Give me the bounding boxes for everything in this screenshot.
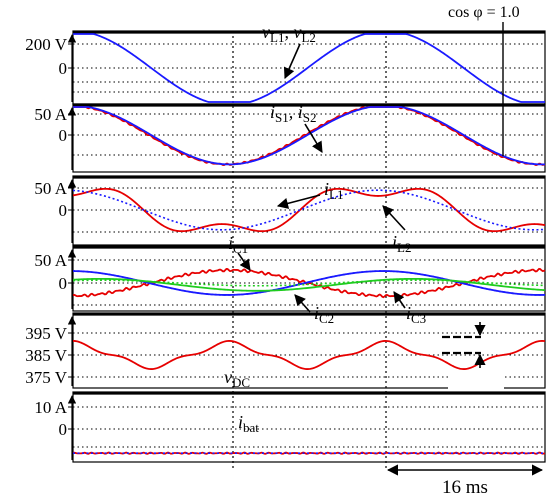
arrow-iC2 — [294, 294, 311, 313]
panel-frame-source_current — [72, 103, 546, 173]
y-tick-label-battery_current-1: 0 — [59, 420, 68, 439]
trace-source_current-1 — [73, 106, 546, 166]
label-vDC: vDC — [224, 367, 250, 390]
label-ibat: ibat — [238, 412, 259, 435]
panel-frame-capacitor_current — [72, 245, 546, 312]
y-tick-label-dc_link_voltage-2: 375 V — [25, 368, 67, 387]
label-iL2: iL2 — [392, 232, 411, 255]
y-tick-label-voltage-0: 200 V — [25, 35, 67, 54]
y-tick-label-dc_link_voltage-1: 385 V — [25, 346, 67, 365]
arrow-iC3 — [393, 291, 406, 309]
trace-source_current-0 — [73, 106, 546, 166]
label-iS1-iS2: iS1, iS2 — [270, 102, 317, 125]
panel-frame-battery_current — [72, 391, 546, 463]
y-tick-label-voltage-1: 0 — [59, 59, 68, 78]
trace-inductor_current-1 — [72, 189, 546, 231]
label-iL1: iL1 — [324, 179, 343, 202]
y-tick-label-capacitor_current-1: 0 — [59, 274, 68, 293]
label-cos-phi: cos φ = 1.0 — [448, 4, 520, 21]
time-scale-label: 16 ms — [442, 477, 488, 498]
trace-capacitor_current-3 — [72, 277, 546, 292]
ripple-label-bg — [448, 372, 504, 390]
y-tick-label-capacitor_current-0: 50 A — [34, 251, 67, 270]
panel-frame-dc_link_voltage — [72, 312, 546, 389]
label-iC1: iC1 — [228, 233, 248, 256]
trace-capacitor_current-2 — [72, 270, 546, 296]
arrow-iL2 — [382, 205, 406, 231]
trace-voltage-0 — [73, 33, 545, 103]
arrow-iC1 — [237, 252, 251, 271]
y-tick-label-inductor_current-0: 50 A — [34, 179, 67, 198]
y-tick-label-inductor_current-1: 0 — [59, 201, 68, 220]
trace-dc_link_voltage-0 — [72, 340, 546, 370]
arrow-vL — [283, 43, 301, 80]
label-iC3: iC3 — [406, 303, 426, 326]
trace-inductor_current-0 — [72, 187, 546, 233]
y-tick-label-source_current-1: 0 — [59, 126, 68, 145]
arrow-iS — [304, 123, 323, 153]
y-tick-label-dc_link_voltage-0: 395 V — [25, 324, 67, 343]
arrow-iL1 — [276, 194, 321, 209]
y-tick-label-battery_current-0: 10 A — [34, 398, 67, 417]
y-tick-label-source_current-0: 50 A — [34, 105, 67, 124]
label-iC2: iC2 — [314, 303, 334, 326]
label-vL1-vL2: vL1, vL2 — [262, 22, 316, 45]
